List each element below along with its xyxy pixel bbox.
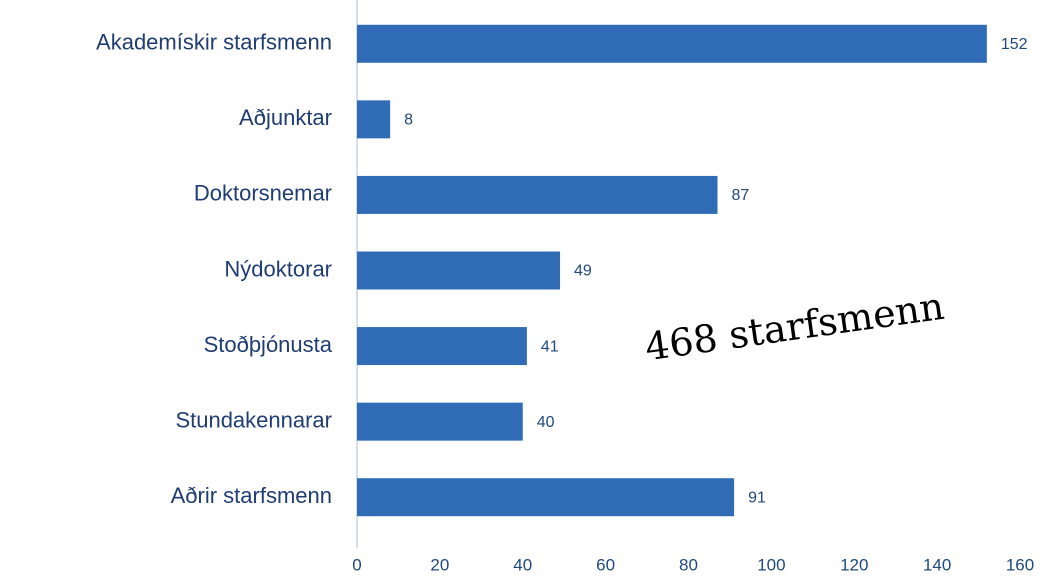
y-tick-label: Akademískir starfsmenn xyxy=(96,30,332,55)
x-tick-label: 0 xyxy=(352,555,361,574)
bar xyxy=(357,100,391,139)
x-tick-label: 60 xyxy=(596,555,615,574)
value-label: 49 xyxy=(574,263,592,280)
x-tick-label: 120 xyxy=(840,555,868,574)
value-label: 152 xyxy=(1001,36,1028,53)
value-label: 8 xyxy=(404,112,413,129)
value-label: 87 xyxy=(732,187,750,204)
value-label: 91 xyxy=(748,489,766,506)
value-label: 41 xyxy=(541,338,559,355)
y-tick-label: Stoðþjónusta xyxy=(204,332,333,357)
x-tick-label: 160 xyxy=(1006,555,1034,574)
x-tick-label: 40 xyxy=(513,555,532,574)
x-tick-label: 100 xyxy=(757,555,785,574)
value-label: 40 xyxy=(537,414,555,431)
y-tick-label: Nýdoktorar xyxy=(224,256,332,281)
bar xyxy=(357,24,987,63)
bar xyxy=(357,251,561,290)
annotation: 468 starfsmenn xyxy=(642,284,946,369)
x-tick-label: 140 xyxy=(923,555,951,574)
y-tick-label: Aðrir starfsmenn xyxy=(171,483,332,508)
x-tick-label: 80 xyxy=(679,555,698,574)
bar xyxy=(357,478,735,517)
y-tick-label: Aðjunktar xyxy=(239,105,332,130)
y-tick-label: Doktorsnemar xyxy=(194,181,332,206)
bar xyxy=(357,175,718,214)
y-tick-label: Stundakennarar xyxy=(175,407,332,432)
bar xyxy=(357,327,527,366)
bar xyxy=(357,402,523,441)
x-tick-label: 20 xyxy=(430,555,449,574)
